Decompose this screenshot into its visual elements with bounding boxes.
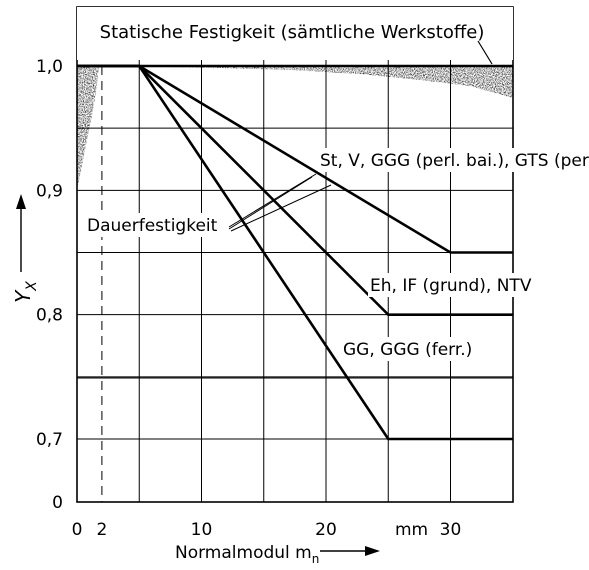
x-tick-label: 30: [440, 520, 462, 540]
annotations: St, V, GGG (perl. bai.), GTS (perl.) Eh,…: [85, 148, 589, 361]
y-axis-symbol: YX: [11, 281, 40, 303]
series-label-eh: Eh, IF (grund), NTV: [370, 276, 532, 296]
leader-line-3: [230, 184, 332, 232]
x-tick-label: 0: [72, 520, 83, 540]
title-box: Statische Festigkeit (sämtliche Werkstof…: [77, 7, 513, 65]
group-label-dauerfestigkeit: Dauerfestigkeit: [87, 216, 218, 236]
x-tick-label: 2: [96, 520, 107, 540]
y-axis-arrow-head: [16, 194, 26, 209]
series-label-st: St, V, GGG (perl. bai.), GTS (perl.): [320, 151, 589, 171]
y-tick-label: 1,0: [36, 57, 63, 77]
y-axis-label: YX: [11, 194, 40, 303]
x-unit-label: mm: [395, 520, 428, 540]
x-axis-title: Normalmodul mn: [175, 543, 319, 566]
x-axis-arrow-head: [365, 546, 380, 556]
y-tick-label: 0: [52, 493, 63, 513]
title-leader: [477, 40, 493, 65]
y-tick-label: 0,7: [36, 430, 63, 450]
y-tick-label: 0,9: [36, 181, 63, 201]
tick-labels: 0,70,80,91,000 2 10 20 30: [36, 57, 461, 540]
x-tick-label: 20: [315, 520, 337, 540]
series-line-gg: [77, 64, 513, 441]
x-tick-label: 10: [191, 520, 213, 540]
chart-title: Statische Festigkeit (sämtliche Werkstof…: [100, 22, 485, 43]
x-axis-label: mm Normalmodul mn: [175, 520, 428, 566]
series-group: [77, 64, 513, 441]
y-tick-label: 0,8: [36, 306, 63, 326]
series-label-gg: GG, GGG (ferr.): [343, 340, 472, 360]
leader-line-1: [228, 173, 317, 228]
leader-line-2: [228, 176, 313, 230]
